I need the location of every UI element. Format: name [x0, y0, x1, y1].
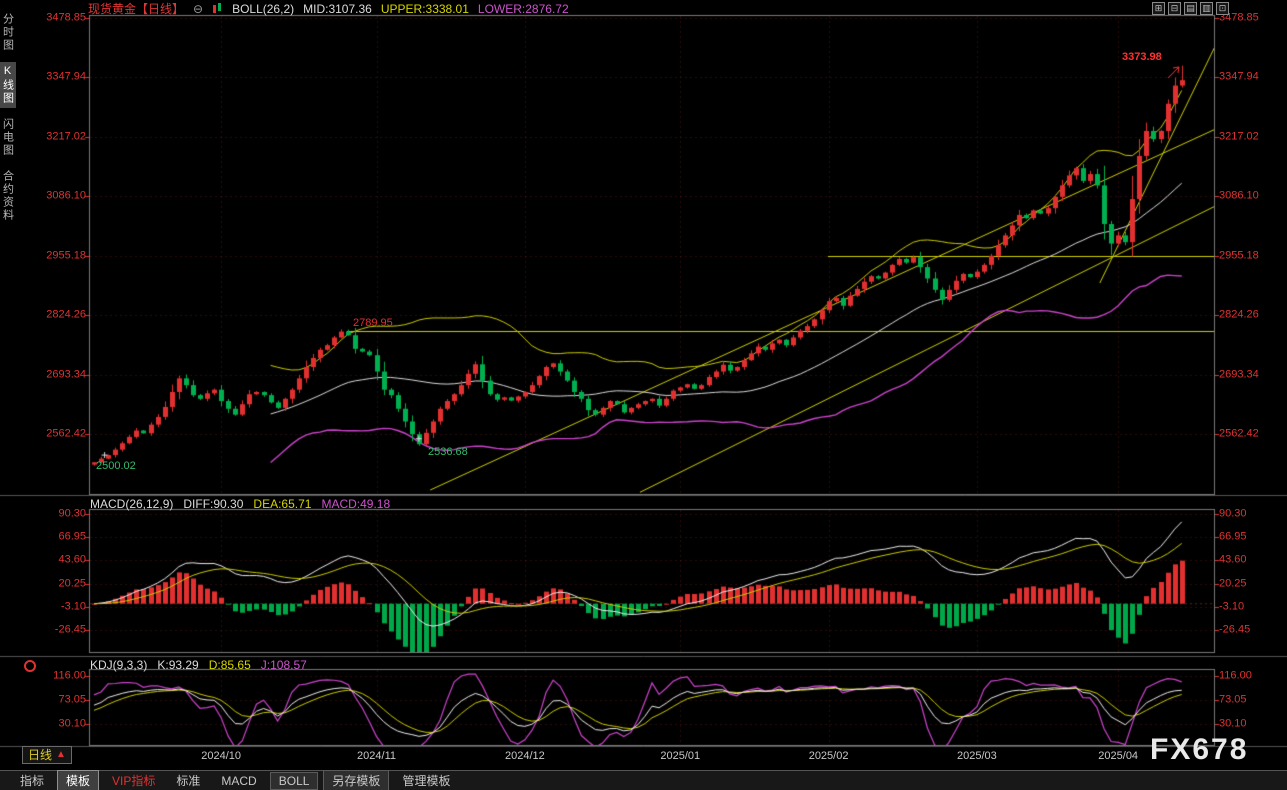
- time-axis-label: 2024/11: [357, 750, 397, 762]
- left-sidebar: 分时图 K线图 闪电图 合约资料: [0, 10, 16, 225]
- price-axis-label-left: 2824.26: [46, 308, 86, 321]
- time-axis-label: 2025/03: [957, 750, 997, 762]
- kdj-axis-label-left: 116.00: [53, 669, 86, 682]
- kdj-marker-icon[interactable]: [24, 660, 36, 672]
- toolbar-item-template[interactable]: 模板: [57, 770, 100, 790]
- toolbar-item-macd[interactable]: MACD: [221, 773, 257, 788]
- macd-value: MACD:49.18: [321, 497, 391, 511]
- price-axis-label-left: 2562.42: [46, 427, 86, 440]
- nov-low-annotation: 2536.68: [428, 446, 468, 458]
- price-axis-label-left: 3347.94: [46, 70, 86, 83]
- split-horizontal-icon[interactable]: ⊟: [1168, 2, 1181, 15]
- macd-diff-value: DIFF:90.30: [183, 497, 244, 511]
- macd-axis-label-right: 20.25: [1219, 577, 1247, 590]
- sidebar-tab-timeline[interactable]: 分时图: [1, 13, 14, 52]
- macd-axis-label-right: 43.60: [1219, 553, 1247, 566]
- toolbar-item-indicator[interactable]: 指标: [20, 774, 45, 788]
- sidebar-tab-contract-info[interactable]: 合约资料: [1, 170, 14, 222]
- time-axis-label: 2025/01: [660, 750, 701, 762]
- toolbar-item-vip-indicator[interactable]: VIP指标: [112, 774, 156, 788]
- sidebar-tab-kline[interactable]: K线图: [0, 62, 16, 108]
- rows-layout-icon[interactable]: ▥: [1200, 2, 1213, 15]
- toolbar-item-save-template[interactable]: 另存模板: [323, 770, 390, 790]
- boll-upper-value: UPPER:3338.01: [380, 1, 469, 16]
- kdj-axis-label-left: 73.05: [58, 693, 86, 706]
- macd-axis-label-left: -26.45: [54, 623, 86, 636]
- kdj-j-value: J:108.57: [260, 658, 307, 672]
- kdj-axis-label-right: 116.00: [1219, 669, 1252, 682]
- boll-lower-value: LOWER:2876.72: [477, 1, 569, 16]
- resistance-annotation: 2789.95: [353, 317, 393, 329]
- kdj-axis-label-left: 30.10: [58, 717, 86, 730]
- price-axis-label-left: 3478.85: [46, 11, 86, 24]
- price-axis-label-right: 2955.18: [1219, 249, 1259, 262]
- chart-header: 现货黄金【日线】 ⊖ BOLL(26,2) MID:3107.36 UPPER:…: [88, 1, 569, 16]
- time-axis-label: 2025/04: [1098, 750, 1139, 762]
- price-axis-label-right: 3086.10: [1219, 189, 1259, 202]
- price-axis-label-left: 2693.34: [46, 368, 86, 381]
- period-selector[interactable]: 日线 ▲: [22, 746, 72, 764]
- period-arrow-icon: ▲: [56, 749, 66, 760]
- boll-indicator-label[interactable]: BOLL(26,2): [232, 1, 295, 16]
- watermark: FX678: [1150, 733, 1249, 766]
- price-axis-label-right: 2693.34: [1219, 368, 1259, 381]
- high-annotation: 3373.98: [1122, 51, 1162, 63]
- time-axis-label: 2024/10: [201, 750, 242, 762]
- start-low-annotation: 2500.02: [96, 460, 136, 472]
- kdj-k-value: K:93.29: [157, 658, 199, 672]
- macd-axis-label-right: -26.45: [1219, 623, 1251, 636]
- price-axis-label-right: 3217.02: [1219, 130, 1259, 143]
- price-axis-label-right: 2824.26: [1219, 308, 1259, 321]
- price-axis-label-right: 3478.85: [1219, 11, 1259, 24]
- toolbar-item-standard[interactable]: 标准: [176, 774, 201, 788]
- period-label: 日线: [28, 748, 53, 762]
- collapse-icon[interactable]: ⊖: [193, 1, 204, 16]
- price-axis-label-left: 2955.18: [46, 249, 86, 262]
- symbol-title[interactable]: 现货黄金【日线】: [88, 1, 185, 16]
- price-axis-label-left: 3217.02: [46, 130, 86, 143]
- sidebar-tab-lightning[interactable]: 闪电图: [1, 118, 14, 157]
- macd-axis-label-left: 20.25: [58, 577, 86, 590]
- kdj-d-value: D:85.65: [208, 658, 251, 672]
- toolbar-item-boll[interactable]: BOLL: [269, 771, 319, 790]
- macd-axis-label-left: -3.10: [60, 600, 86, 613]
- window-controls: ⊞ ⊟ ▤ ▥ ⊡: [1152, 2, 1229, 15]
- single-window-icon[interactable]: ⊡: [1216, 2, 1229, 15]
- macd-axis-label-right: 66.95: [1219, 530, 1247, 543]
- kdj-label[interactable]: KDJ(9,3,3): [90, 658, 148, 672]
- toolbar-item-manage-template[interactable]: 管理模板: [402, 774, 451, 788]
- chart-panes-icon[interactable]: ▤: [1184, 2, 1197, 15]
- kline-icon: [212, 3, 223, 14]
- macd-axis-label-left: 90.30: [58, 507, 86, 520]
- kdj-header: KDJ(9,3,3) K:93.29 D:85.65 J:108.57: [90, 659, 307, 671]
- price-axis-label-right: 3347.94: [1219, 70, 1259, 83]
- price-axis-label-left: 3086.10: [46, 189, 86, 202]
- grid-2x2-icon[interactable]: ⊞: [1152, 2, 1165, 15]
- macd-label[interactable]: MACD(26,12,9): [90, 497, 174, 511]
- macd-dea-value: DEA:65.71: [253, 497, 312, 511]
- kdj-axis-label-right: 30.10: [1219, 717, 1247, 730]
- macd-axis-label-right: 90.30: [1219, 507, 1247, 520]
- time-axis-label: 2024/12: [504, 750, 545, 762]
- bottom-toolbar: 指标 模板 VIP指标 标准 MACD BOLL 另存模板 管理模板: [0, 770, 1287, 790]
- price-axis-label-right: 2562.42: [1219, 427, 1259, 440]
- macd-axis-label-left: 66.95: [58, 530, 86, 543]
- macd-axis-label-right: -3.10: [1219, 600, 1245, 613]
- time-axis-label: 2025/02: [808, 750, 849, 762]
- macd-axis-label-left: 43.60: [58, 553, 86, 566]
- boll-mid-value: MID:3107.36: [303, 1, 372, 16]
- macd-header: MACD(26,12,9) DIFF:90.30 DEA:65.71 MACD:…: [90, 498, 390, 510]
- kdj-axis-label-right: 73.05: [1219, 693, 1247, 706]
